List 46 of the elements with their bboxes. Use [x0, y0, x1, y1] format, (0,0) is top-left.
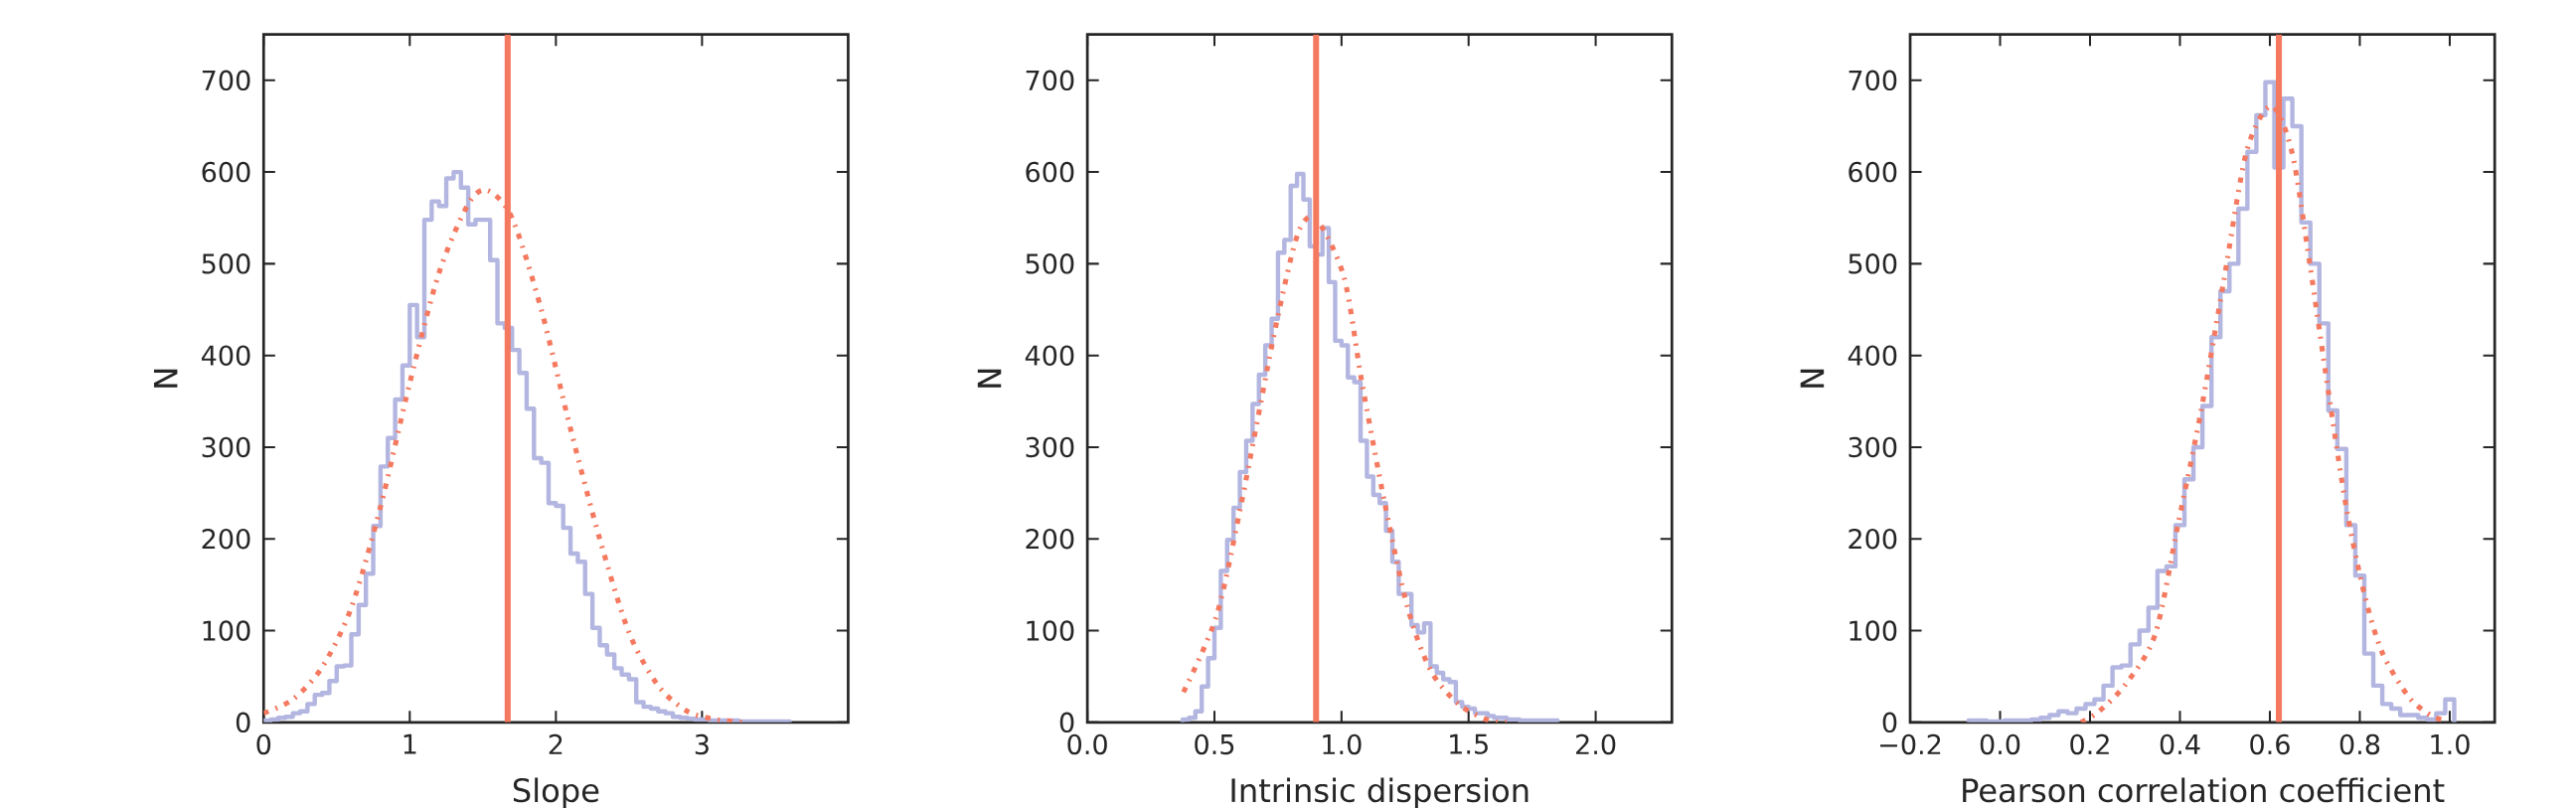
y-tick-label: 700	[1026, 70, 1074, 90]
y-tick-label: 500	[1849, 252, 1897, 274]
y-axis-title: N	[153, 369, 178, 388]
x-tick-label: 2.0	[1576, 733, 1616, 755]
y-tick-label: 200	[1849, 528, 1897, 550]
y-tick-label: 500	[1026, 252, 1074, 274]
x-tick-label: 0.6	[2250, 733, 2290, 755]
y-tick-label: 200	[202, 528, 250, 550]
y-tick-label: 300	[202, 436, 250, 457]
x-tick-label: 3	[695, 733, 709, 755]
x-tick-label: 2	[549, 733, 563, 754]
x-tick-label: 1.0	[1323, 733, 1362, 755]
x-tick-label: 1	[403, 733, 416, 754]
x-tick-label: 0.4	[2160, 733, 2200, 755]
y-tick-label: 100	[1850, 620, 1897, 641]
x-tick-label: 0	[256, 733, 271, 755]
y-tick-label: 0	[1882, 712, 1897, 732]
x-tick-label: 0.0	[1067, 733, 1107, 755]
y-tick-label: 0	[236, 712, 250, 732]
x-tick-label: 1.0	[2431, 733, 2470, 755]
y-tick-label: 300	[1849, 436, 1897, 457]
y-tick-label: 600	[202, 161, 250, 183]
y-axis-title: N	[977, 369, 1002, 388]
y-tick-label: 500	[202, 252, 250, 274]
y-tick-label: 700	[1849, 70, 1897, 90]
x-tick-label: 0.8	[2339, 733, 2380, 755]
y-tick-label: 600	[1849, 161, 1897, 183]
y-tick-label: 100	[203, 620, 250, 641]
x-tick-label: 0.5	[1195, 733, 1234, 755]
x-tick-label: 0.2	[2070, 733, 2109, 755]
y-tick-label: 700	[202, 70, 250, 90]
y-tick-label: 100	[1027, 620, 1074, 641]
y-tick-label: 0	[1059, 712, 1074, 732]
y-tick-label: 200	[1026, 528, 1074, 550]
y-tick-label: 600	[1026, 161, 1074, 183]
x-axis-title: Pearson correlation coefficient	[1963, 777, 2445, 803]
x-tick-label: −0.2	[1880, 733, 1941, 755]
y-axis-title: N	[1800, 369, 1825, 388]
y-tick-label: 400	[1025, 345, 1074, 366]
y-tick-label: 400	[1848, 345, 1897, 366]
x-axis-title: Slope	[513, 777, 599, 808]
x-tick-label: 0.0	[1980, 733, 2020, 755]
y-tick-label: 400	[201, 345, 250, 366]
x-tick-label: 1.5	[1450, 733, 1488, 754]
y-tick-label: 300	[1026, 436, 1074, 457]
x-axis-title: Intrinsic dispersion	[1231, 777, 1529, 808]
